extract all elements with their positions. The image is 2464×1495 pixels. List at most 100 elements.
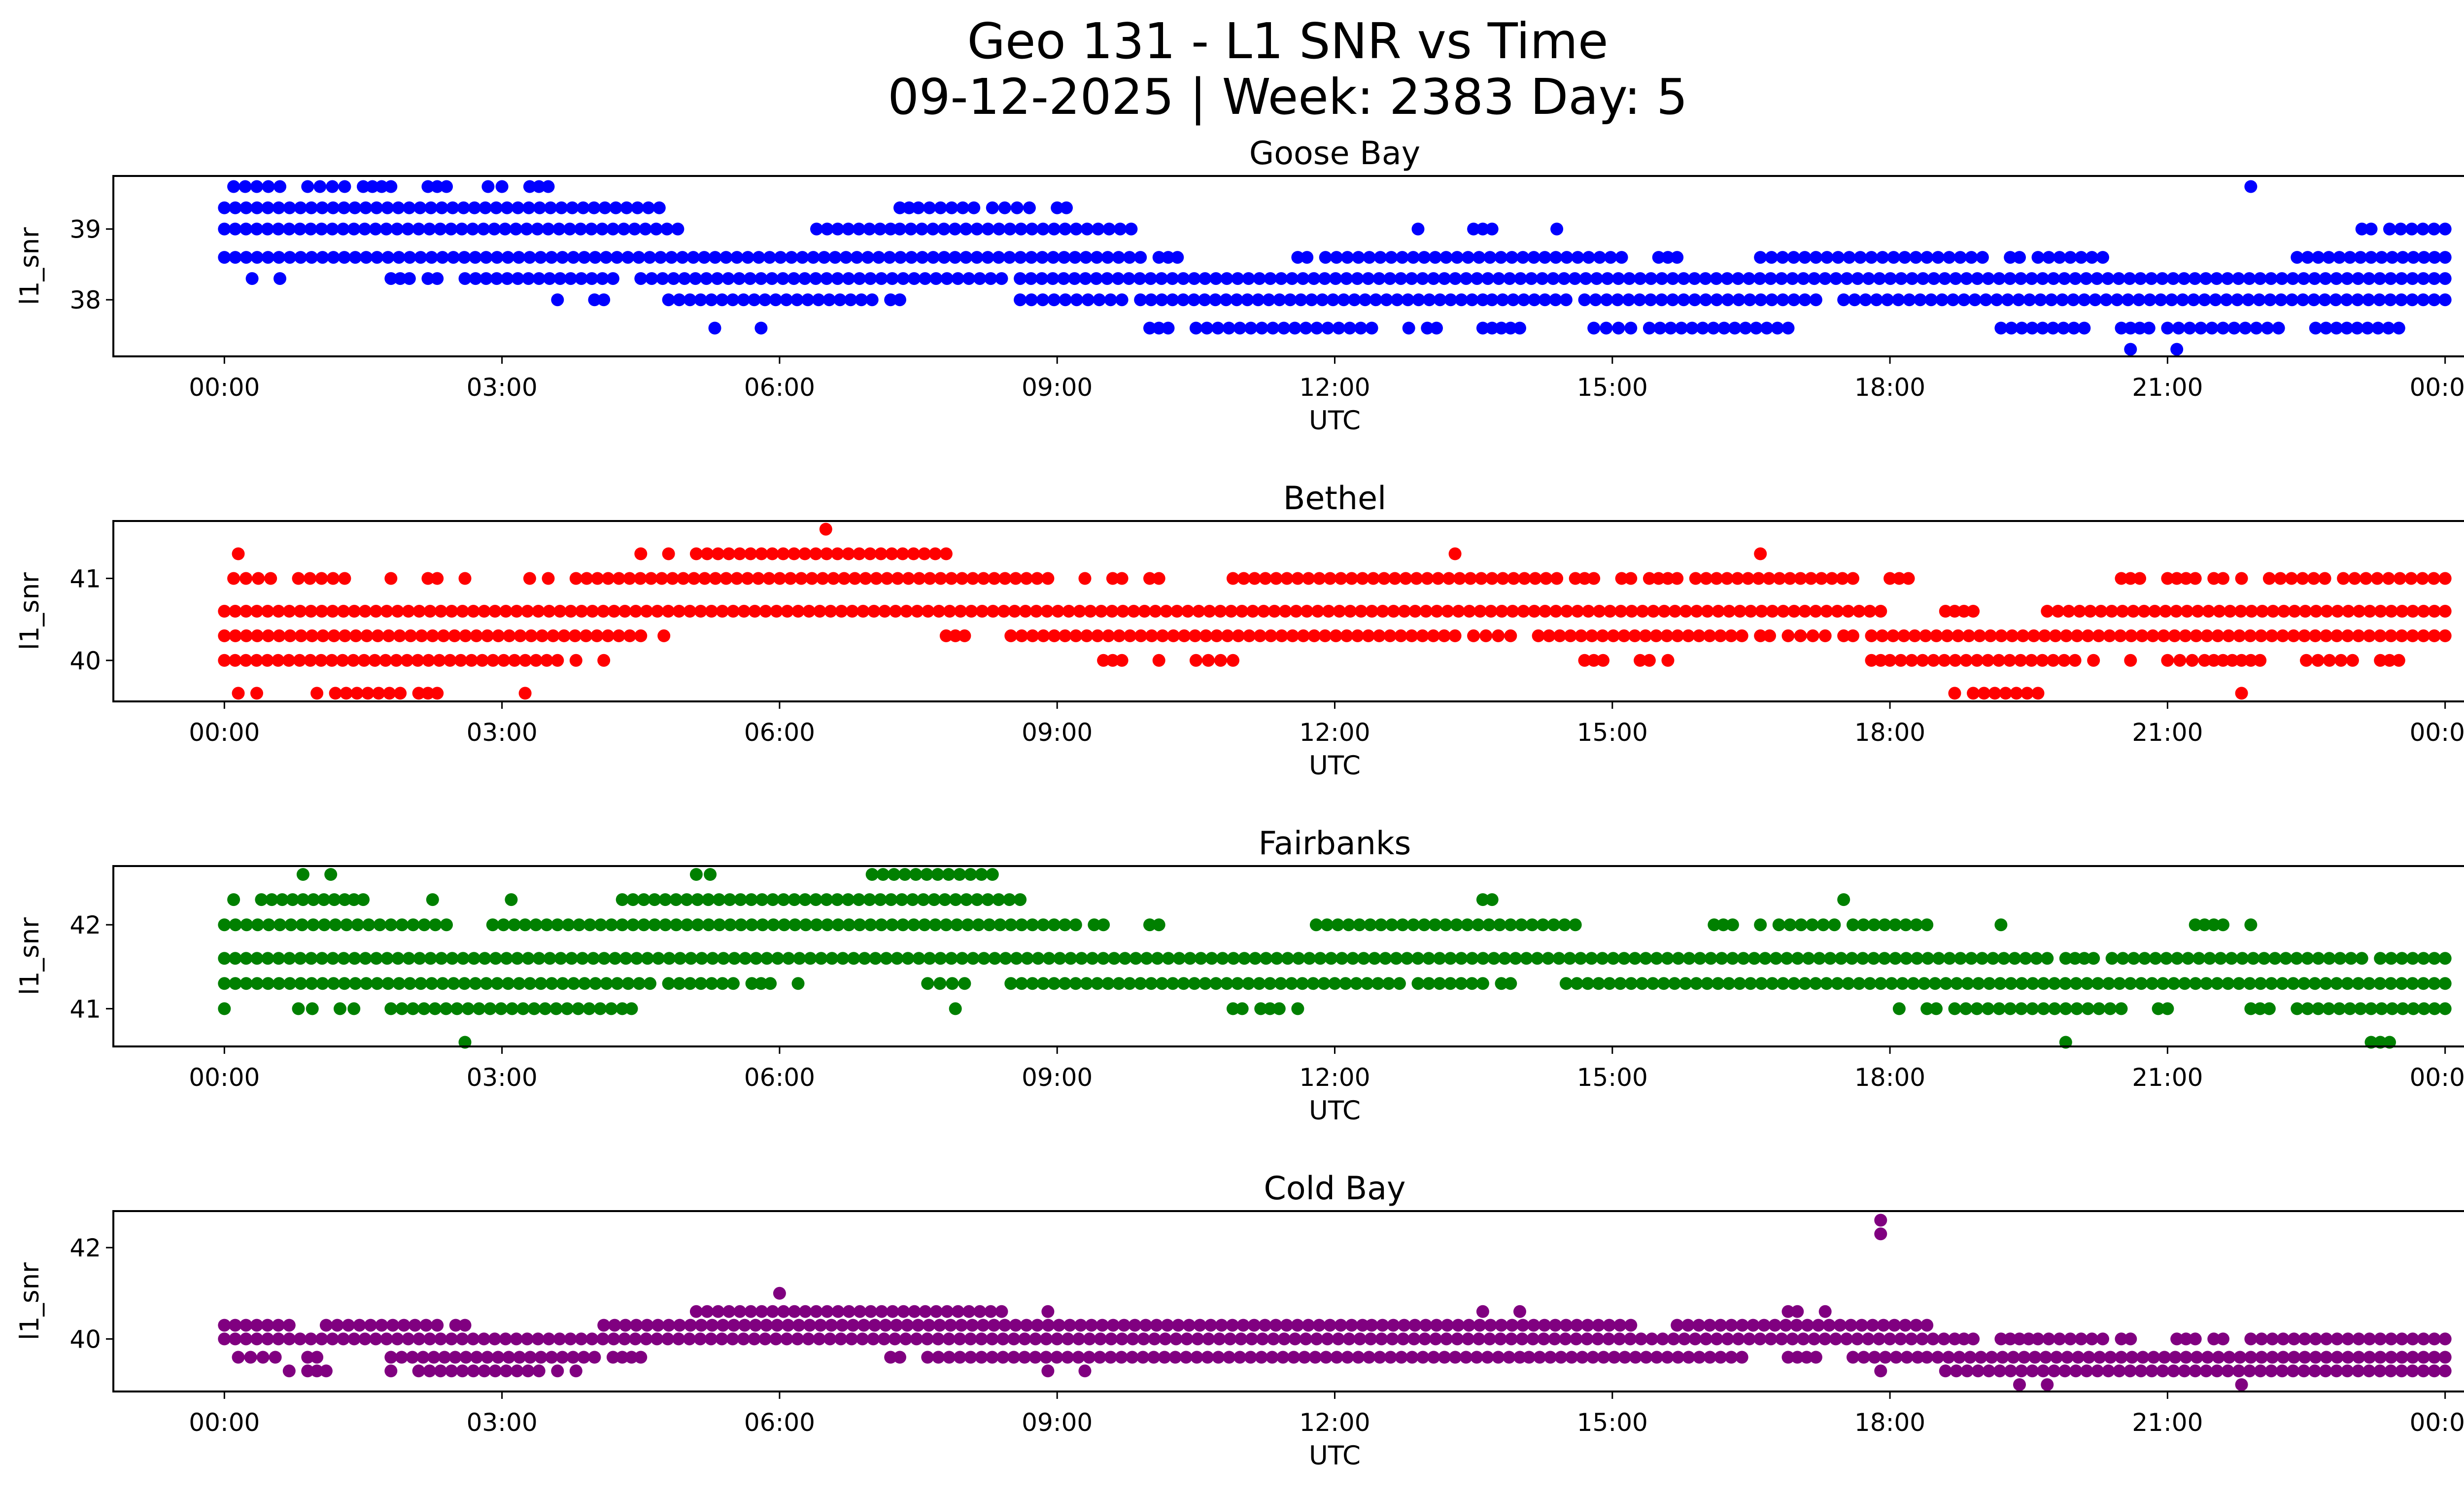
goose-bay-data-point xyxy=(501,272,514,285)
fairbanks-data-point xyxy=(469,977,482,990)
cold-bay-data-point xyxy=(1791,1351,1804,1364)
cold-bay-data-point xyxy=(2217,1332,2229,1346)
fairbanks-data-point xyxy=(2207,918,2221,932)
goose-bay-data-point xyxy=(413,201,427,214)
bethel-y-axis-label: l1_snr xyxy=(15,572,45,650)
cold-bay-data-point xyxy=(2170,1332,2184,1346)
goose-bay-data-point xyxy=(1776,251,1789,264)
goose-bay-data-point xyxy=(348,251,362,264)
bethel-data-point xyxy=(1405,629,1418,642)
cold-bay-data-point xyxy=(2298,1332,2311,1346)
fairbanks-data-point xyxy=(1418,918,1431,932)
bethel-data-point xyxy=(1540,572,1553,585)
cold-bay-x-tick-label: 00:00 xyxy=(189,1408,260,1437)
fairbanks-data-point xyxy=(1466,952,1479,965)
fairbanks-data-point xyxy=(2333,952,2347,965)
goose-bay-data-point xyxy=(758,293,772,307)
cold-bay-data-point xyxy=(2395,1364,2408,1378)
goose-bay-data-point xyxy=(1143,321,1156,335)
fairbanks-data-point xyxy=(673,977,686,990)
goose-bay-data-point xyxy=(1385,251,1398,264)
fairbanks-data-point xyxy=(395,918,409,932)
bethel-data-point xyxy=(1506,605,1519,618)
fairbanks-data-point xyxy=(1143,918,1156,932)
goose-bay-data-point xyxy=(934,201,947,214)
goose-bay-data-point xyxy=(2122,293,2135,307)
goose-bay-data-point xyxy=(1114,222,1127,236)
cold-bay-data-point xyxy=(596,1332,610,1346)
fairbanks-data-point xyxy=(2008,952,2021,965)
goose-bay-data-point xyxy=(1903,293,1916,307)
goose-bay-data-point xyxy=(490,251,504,264)
goose-bay-data-point xyxy=(1434,293,1447,307)
fairbanks-data-point xyxy=(2297,977,2311,990)
fairbanks-data-point xyxy=(1393,977,1406,990)
goose-bay-data-point xyxy=(2275,272,2289,285)
cold-bay-data-point xyxy=(1386,1332,1399,1346)
fairbanks-data-point xyxy=(1422,952,1436,965)
goose-bay-data-point xyxy=(1348,293,1361,307)
bethel-data-point xyxy=(755,547,768,560)
cold-bay-data-point xyxy=(2169,1351,2182,1364)
goose-bay-data-point xyxy=(2382,321,2395,335)
bethel-data-point xyxy=(722,547,735,560)
fairbanks-data-point xyxy=(305,977,318,990)
fairbanks-data-point xyxy=(2152,1002,2165,1015)
fairbanks-data-point xyxy=(2395,977,2408,990)
goose-bay-data-point xyxy=(446,201,459,214)
goose-bay-data-point xyxy=(872,251,886,264)
goose-bay-data-point xyxy=(458,251,471,264)
goose-bay-data-point xyxy=(2301,251,2314,264)
bethel-data-point xyxy=(1492,629,1505,642)
fairbanks-data-point xyxy=(739,952,752,965)
fairbanks-data-point xyxy=(583,918,596,932)
fairbanks-data-point xyxy=(766,893,780,906)
fairbanks-data-point xyxy=(1921,952,1935,965)
bethel-data-point xyxy=(264,572,277,585)
cold-bay-data-point xyxy=(1483,1332,1496,1346)
goose-bay-data-point xyxy=(229,201,242,214)
goose-bay-data-point xyxy=(810,222,823,236)
cold-bay-data-point xyxy=(748,1332,761,1346)
cold-bay-data-point xyxy=(2221,1364,2234,1378)
fairbanks-data-point xyxy=(791,977,805,990)
goose-bay-data-point xyxy=(1601,272,1614,285)
cold-bay-data-point xyxy=(2374,1351,2387,1364)
bethel-data-point xyxy=(1442,572,1456,585)
goose-bay-data-point xyxy=(1003,251,1016,264)
fairbanks-data-point xyxy=(417,1002,431,1015)
goose-bay-data-point xyxy=(556,251,569,264)
goose-bay-data-point xyxy=(1476,222,1489,236)
cold-bay-data-point xyxy=(662,1319,676,1332)
fairbanks-data-point xyxy=(1986,952,2000,965)
goose-bay-data-point xyxy=(1623,272,1636,285)
goose-bay-data-point xyxy=(490,272,503,285)
cold-bay-data-point xyxy=(1407,1332,1421,1346)
goose-bay-data-point xyxy=(2156,272,2169,285)
cold-bay-data-point xyxy=(1321,1332,1334,1346)
fairbanks-data-point xyxy=(589,977,602,990)
cold-bay-data-point xyxy=(1150,1319,1163,1332)
cold-bay-data-point xyxy=(283,1332,296,1346)
fairbanks-data-point xyxy=(2438,1002,2452,1015)
goose-bay-data-point xyxy=(575,272,588,285)
goose-bay-data-point xyxy=(1300,251,1314,264)
fairbanks-data-point xyxy=(1320,918,1334,932)
fairbanks-data-point xyxy=(497,918,510,932)
cold-bay-data-point xyxy=(261,1332,274,1346)
bethel-data-point xyxy=(1777,605,1790,618)
fairbanks-data-point xyxy=(473,1002,486,1015)
bethel-data-point xyxy=(777,547,790,560)
cold-bay-data-point xyxy=(1472,1332,1485,1346)
cold-bay-x-tick-label: 06:00 xyxy=(744,1408,815,1437)
goose-bay-data-point xyxy=(716,293,729,307)
fairbanks-x-tick-label: 12:00 xyxy=(1299,1063,1370,1092)
goose-bay-data-point xyxy=(392,251,406,264)
goose-bay-data-point xyxy=(1851,272,1864,285)
cold-bay-data-point xyxy=(1764,1332,1778,1346)
bethel-data-point xyxy=(293,654,306,667)
cold-bay-data-point xyxy=(2428,1332,2441,1346)
goose-bay-data-point xyxy=(468,201,481,214)
bethel-data-point xyxy=(1408,605,1422,618)
bethel-data-point xyxy=(2288,605,2301,618)
